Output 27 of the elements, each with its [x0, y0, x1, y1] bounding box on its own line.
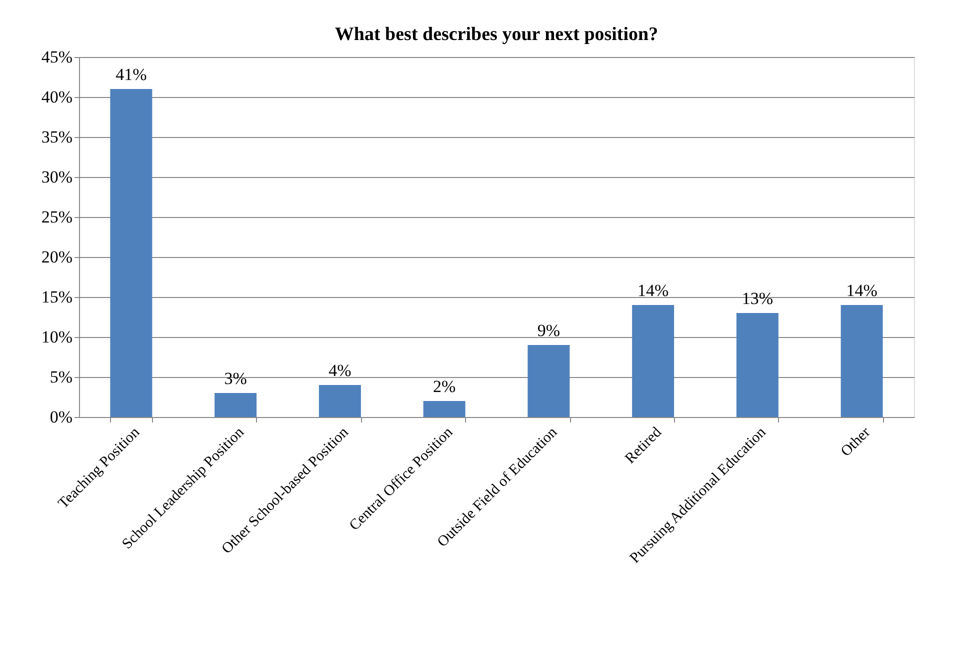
data-label: 4%	[328, 361, 352, 380]
y-tick-label: 0%	[50, 408, 72, 426]
chart-title: What best describes your next position?	[334, 24, 658, 45]
bar	[214, 393, 257, 417]
data-label: 2%	[432, 377, 456, 396]
y-tick-label: 45%	[41, 48, 72, 66]
bar	[736, 313, 778, 417]
data-label: 9%	[537, 321, 560, 340]
y-tick-label: 35%	[41, 128, 72, 146]
bar	[318, 385, 361, 417]
bar	[840, 305, 883, 417]
data-label: 13%	[742, 289, 774, 308]
bar	[528, 345, 570, 417]
data-label: 14%	[637, 281, 669, 300]
data-label: 3%	[224, 369, 247, 388]
data-label: 14%	[846, 281, 878, 300]
bar	[632, 305, 674, 417]
y-tick-label: 15%	[41, 288, 72, 306]
y-tick-label: 40%	[41, 88, 72, 106]
data-label: 41%	[116, 65, 147, 84]
y-tick-label: 25%	[41, 208, 72, 226]
y-tick-label: 20%	[41, 248, 72, 266]
y-tick-label: 5%	[50, 368, 72, 386]
bar	[110, 89, 152, 417]
y-tick-label: 30%	[41, 168, 72, 186]
bar	[423, 401, 466, 417]
y-tick-label: 10%	[41, 328, 72, 346]
